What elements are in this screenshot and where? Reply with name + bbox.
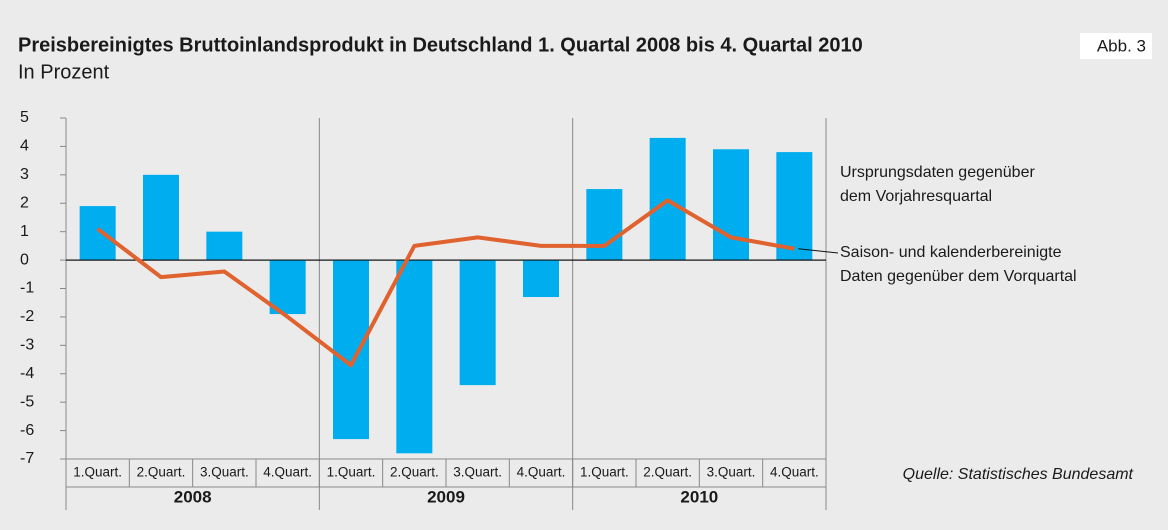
x-tick-label: 2.Quart. (643, 465, 692, 480)
bar (586, 189, 623, 261)
bar (396, 260, 433, 454)
y-tick-label: 1 (20, 223, 29, 240)
bar (459, 260, 496, 386)
x-tick-label: 2.Quart. (390, 465, 439, 480)
figure-label-box (1080, 33, 1152, 59)
chart-subtitle: In Prozent (18, 61, 110, 83)
year-label: 2009 (427, 487, 465, 506)
y-tick-label: 4 (20, 138, 29, 155)
legend-bar: Ursprungsdaten gegenüber dem Vorjahresqu… (840, 164, 1035, 205)
x-tick-label: 1.Quart. (73, 465, 122, 480)
x-tick-label: 1.Quart. (580, 465, 629, 480)
y-tick-label: 2 (20, 194, 29, 211)
bar (269, 260, 306, 315)
y-tick-label: -5 (20, 393, 34, 410)
x-tick-label: 1.Quart. (327, 465, 376, 480)
bar (79, 206, 116, 261)
x-tick-label: 4.Quart. (263, 465, 312, 480)
y-tick-label: -6 (20, 422, 34, 439)
bar (776, 152, 813, 261)
x-tick-label: 3.Quart. (453, 465, 502, 480)
x-tick-label: 4.Quart. (770, 465, 819, 480)
chart-title: Preisbereinigtes Bruttoinlandsprodukt in… (18, 34, 863, 56)
figure-label: Abb. 3 (1097, 36, 1146, 55)
y-tick-label: -2 (20, 308, 34, 325)
x-tick-label: 4.Quart. (517, 465, 566, 480)
year-label: 2010 (680, 487, 718, 506)
x-tick-label: 3.Quart. (707, 465, 756, 480)
year-label: 2008 (174, 487, 212, 506)
legend-line: Saison- und kalenderbereinigte Daten geg… (840, 244, 1077, 285)
y-tick-label: -3 (20, 337, 34, 354)
bar (523, 260, 559, 298)
y-tick-label: 0 (20, 251, 29, 268)
legend-leader (798, 248, 839, 254)
x-tick-label: 2.Quart. (137, 465, 186, 480)
y-tick-label: 5 (20, 109, 29, 126)
y-tick-label: 3 (20, 166, 29, 183)
bar (333, 260, 369, 440)
source: Quelle: Statistisches Bundesamt (903, 466, 1134, 483)
y-tick-label: -1 (20, 280, 34, 297)
bar (713, 149, 749, 261)
x-tick-label: 3.Quart. (200, 465, 249, 480)
bar (206, 231, 243, 261)
line (96, 198, 795, 368)
y-tick-label: -4 (20, 365, 34, 382)
y-tick-label: -7 (20, 450, 34, 467)
bar (143, 174, 179, 261)
